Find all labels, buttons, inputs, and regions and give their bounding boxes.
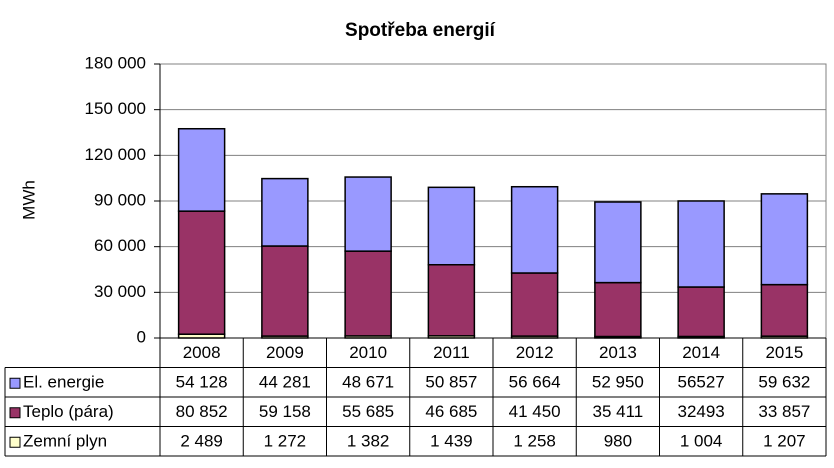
table-value: 1 439 <box>430 432 473 451</box>
y-tick-label: 180 000 <box>85 53 146 72</box>
bar-segment <box>177 210 226 335</box>
table-value: 44 281 <box>259 373 311 392</box>
legend-swatch <box>9 436 21 448</box>
bar-segment <box>261 177 309 247</box>
bar-segment <box>760 283 809 337</box>
table-value: 50 857 <box>425 373 477 392</box>
table-value: 59 632 <box>758 373 810 392</box>
table-value: 56527 <box>677 373 724 392</box>
table-value: 2 489 <box>180 432 223 451</box>
bar-segment <box>261 245 309 337</box>
table-value: 1 004 <box>680 432 723 451</box>
bar-segment <box>677 286 725 338</box>
table-value: 1 272 <box>264 432 307 451</box>
table-value: 1 207 <box>763 432 806 451</box>
legend-swatch <box>9 377 21 389</box>
table-value: 52 950 <box>592 373 644 392</box>
x-tick-label: 2014 <box>682 343 720 362</box>
table-value: 1 258 <box>513 432 556 451</box>
bar-segment <box>510 272 559 337</box>
bar-segment <box>510 185 559 274</box>
table-value: 80 852 <box>176 402 228 421</box>
x-tick-label: 2010 <box>349 343 387 362</box>
y-tick-label: 90 000 <box>94 190 146 209</box>
y-axis-label: MWh <box>19 180 38 220</box>
bar-segment <box>594 281 642 338</box>
bar-segment <box>344 176 392 252</box>
legend-label: Zemní plyn <box>23 432 107 451</box>
bar-segment <box>677 200 725 288</box>
x-tick-label: 2011 <box>433 343 470 362</box>
x-tick-label: 2015 <box>765 343 803 362</box>
x-tick-label: 2012 <box>516 343 554 362</box>
y-tick-label: 0 <box>137 327 146 346</box>
bar-segment <box>760 193 809 286</box>
y-tick-label: 30 000 <box>94 282 146 301</box>
y-tick-label: 120 000 <box>85 145 146 164</box>
table-value: 46 685 <box>425 402 477 421</box>
table-value: 1 382 <box>347 432 390 451</box>
legend-swatch <box>9 407 21 419</box>
table-value: 980 <box>604 432 632 451</box>
table-value: 59 158 <box>259 402 311 421</box>
x-tick-label: 2009 <box>266 343 304 362</box>
legend-label: El. energie <box>23 373 104 392</box>
table-value: 33 857 <box>758 402 810 421</box>
x-tick-label: 2008 <box>183 343 221 362</box>
bar-segment <box>344 250 392 337</box>
table-value: 56 664 <box>509 373 561 392</box>
bar-segment <box>177 127 226 212</box>
legend-label: Teplo (pára) <box>23 402 114 421</box>
table-value: 35 411 <box>593 402 644 421</box>
table-value: 54 128 <box>176 373 228 392</box>
y-tick-label: 150 000 <box>85 99 146 118</box>
y-tick-label: 60 000 <box>94 236 146 255</box>
chart-title: Spotřeba energií <box>345 20 496 41</box>
table-value: 48 671 <box>342 373 394 392</box>
table-value: 32493 <box>677 402 724 421</box>
table-value: 41 450 <box>509 402 561 421</box>
bar-segment <box>427 186 476 266</box>
x-tick-label: 2013 <box>599 343 637 362</box>
table-value: 55 685 <box>342 402 394 421</box>
bar-segment <box>594 201 642 284</box>
bar-segment <box>427 263 476 337</box>
